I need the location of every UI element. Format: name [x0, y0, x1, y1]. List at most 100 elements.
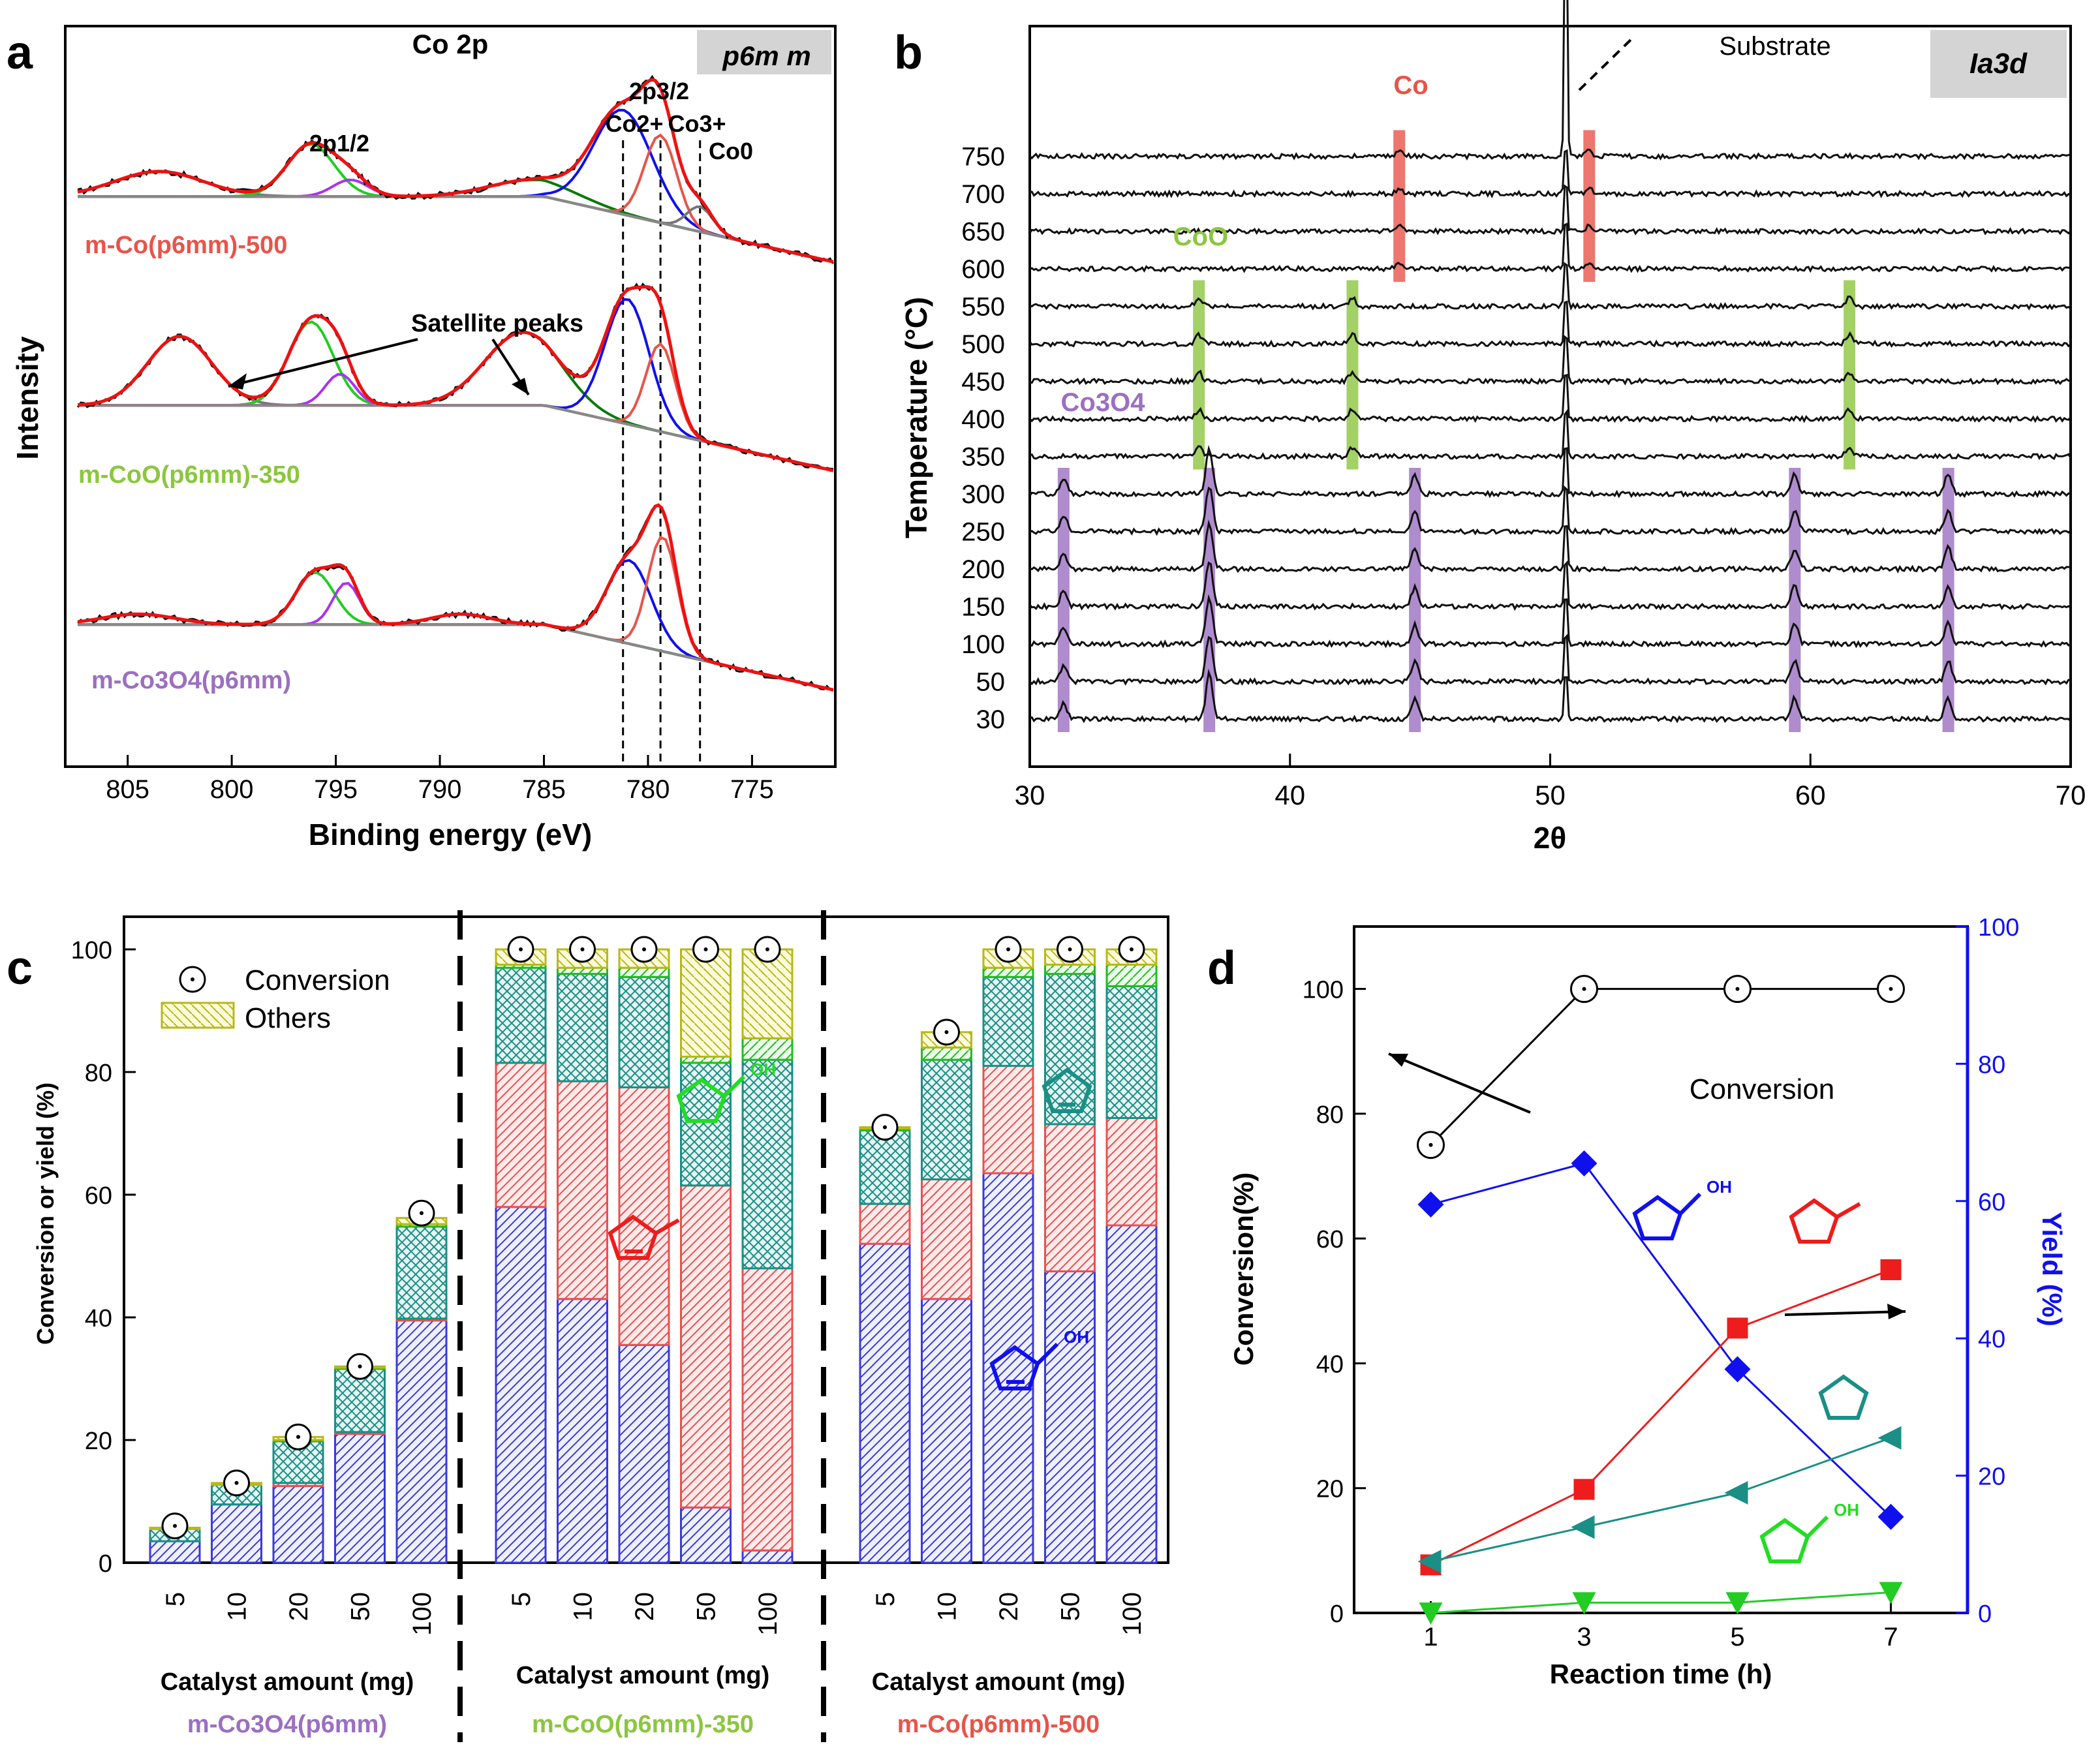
b-pattern-10 [1028, 300, 2071, 348]
b-temp-label-10: 500 [961, 330, 1005, 359]
c-bar-1-3-furfuryl_alcohol [680, 1506, 732, 1564]
c-bar-1-4-methylfuran [741, 1267, 794, 1552]
a-xtick-label-0: 805 [106, 775, 149, 804]
c-conversion-dot-1-3 [703, 947, 708, 951]
a-component-1-3 [78, 331, 833, 472]
b-xtick-label-3: 60 [1795, 780, 1826, 810]
c-conversion-dot-1-2 [642, 947, 646, 951]
c-xtick-label-1-3: 50 [692, 1592, 721, 1621]
sample-label-coo350: m-CoO(p6mm)-350 [78, 461, 300, 489]
arrow-to-left-axis [1388, 1052, 1531, 1114]
annotation-satellite: Satellite peaks [411, 310, 583, 337]
b-pattern-7 [1029, 408, 2072, 461]
d-y2tick-label-1: 20 [1978, 1464, 2005, 1491]
b-pattern-4 [1029, 519, 2071, 574]
b-phase-marker-0-0 [1393, 130, 1406, 282]
d-marker-3-0 [1417, 1550, 1442, 1574]
c-bar-1-4-others [741, 948, 794, 1039]
b-temp-label-2: 100 [961, 630, 1005, 659]
panel-letter-d: d [1207, 942, 1236, 994]
panel-b-frame [1028, 25, 2072, 768]
c-conversion-dot-1-1 [580, 947, 585, 951]
panel-c-x-labels: 5 10 20 50 100 5 10 20 50 100 5 10 20 50 100 [161, 1592, 1147, 1636]
c-xtick-label-0-0: 5 [161, 1592, 190, 1606]
panel-c-y-axis: 0 20 40 60 80 100 [71, 937, 136, 1578]
panel-d-fa-icon: OH [1632, 1177, 1732, 1240]
svg-text:OH: OH [1064, 1327, 1089, 1347]
a-background-0 [78, 195, 834, 264]
phase-label-coo: CoO [1173, 222, 1228, 251]
c-bar-2-3-methylfuran [1044, 1123, 1096, 1273]
panel-c-bar-stacks [149, 936, 1158, 1564]
d-marker-1-0 [1417, 1191, 1444, 1218]
c-bar-2-3-furan [1044, 973, 1096, 1126]
d-marker-4-0 [1419, 1602, 1443, 1625]
panel-d-series [1417, 975, 1905, 1625]
c-xtick-label-1-1: 10 [569, 1592, 598, 1621]
d-line-3 [1430, 1437, 1892, 1563]
legend-others-label: Others [245, 1002, 331, 1034]
sample-label-co3o4: m-Co3O4(p6mm) [91, 667, 291, 694]
c-conversion-dot-1-0 [519, 947, 523, 951]
b-pattern-12 [1029, 222, 2071, 273]
d-ytick-label-0: 0 [1330, 1601, 1344, 1628]
molecule-fa-icon: OH [989, 1327, 1089, 1390]
b-temp-label-5: 250 [961, 518, 1005, 547]
c-xtick-label-2-0: 5 [871, 1592, 900, 1606]
substrate-label: Substrate [1719, 32, 1830, 61]
c-ytick-label-4: 80 [85, 1060, 112, 1087]
c-bar-2-4-thfa [1105, 964, 1158, 987]
panel-a-reference-lines [622, 140, 702, 767]
c-bar-1-0-furfuryl_alcohol [495, 1206, 547, 1564]
a-xtick-label-4: 785 [522, 775, 566, 804]
c-bar-0-4-furan [395, 1225, 448, 1320]
molecule-thfa-icon: OH [676, 1060, 776, 1123]
c-xtick-label-0-4: 100 [408, 1592, 437, 1636]
satellite-arrowhead-right [512, 378, 529, 395]
d-marker-2-3 [1880, 1259, 1902, 1280]
panel-letter-c: c [7, 942, 33, 994]
panel-b-badge: Ia3d [1969, 48, 2028, 80]
d-marker-2-1 [1573, 1479, 1595, 1500]
c-conversion-dot-2-2 [1006, 947, 1010, 951]
a-xtick-label-1: 800 [210, 775, 254, 804]
b-pattern-8 [1028, 374, 2072, 423]
c-ytick-label-2: 40 [85, 1305, 112, 1332]
d-line-4 [1430, 1591, 1891, 1614]
c-bar-1-0-furan [495, 966, 547, 1064]
c-bar-0-3-furfuryl_alcohol [334, 1433, 386, 1564]
c-bar-2-2-thfa [982, 966, 1034, 978]
b-temp-label-11: 550 [961, 293, 1005, 322]
satellite-arrowhead-left [228, 373, 247, 390]
c-conversion-dot-0-2 [296, 1435, 300, 1439]
group-xlabel-2: Catalyst amount (mg) [516, 1662, 769, 1689]
d-ytick-label-5: 100 [1303, 977, 1344, 1004]
c-xtick-label-2-4: 100 [1118, 1592, 1147, 1636]
c-bar-0-2-furfuryl_alcohol [272, 1485, 324, 1564]
c-bar-2-4-furan [1105, 985, 1158, 1120]
c-bar-2-2-furan [982, 975, 1034, 1067]
d-y2tick-label-2: 40 [1978, 1326, 2005, 1353]
d-marker-4-3 [1879, 1582, 1903, 1604]
c-bar-2-0-methylfuran [859, 1203, 911, 1245]
group-xlabel-1: Catalyst amount (mg) [161, 1668, 414, 1696]
b-phase-marker-1-0 [1193, 280, 1205, 470]
phase-label-co3o4: Co3O4 [1061, 388, 1146, 417]
c-ytick-label-5: 100 [71, 937, 112, 964]
c-conversion-dot-0-0 [173, 1524, 177, 1528]
panel-d-furan-icon [1818, 1374, 1869, 1420]
group-label-co3o4: m-Co3O4(p6mm) [187, 1711, 387, 1738]
b-temp-label-4: 200 [961, 555, 1005, 584]
c-xtick-label-0-3: 50 [347, 1592, 375, 1621]
panel-d-kinetics: d 1 3 5 7 0 20 40 60 80 100 0 20 40 60 80 100 Conversio… [1207, 914, 2067, 1689]
b-temp-label-8: 400 [961, 405, 1005, 434]
c-xtick-label-2-3: 50 [1057, 1592, 1085, 1621]
d-marker-4-1 [1572, 1592, 1596, 1615]
sample-label-co500: m-Co(p6mm)-500 [85, 232, 287, 259]
c-xtick-label-2-1: 10 [933, 1592, 962, 1621]
b-pattern-14 [1029, 149, 2071, 198]
c-conversion-dot-2-4 [1130, 947, 1134, 951]
panel-b-patterns [1028, 0, 2072, 724]
b-phase-marker-1-1 [1346, 280, 1359, 470]
group-xlabel-3: Catalyst amount (mg) [872, 1668, 1125, 1696]
